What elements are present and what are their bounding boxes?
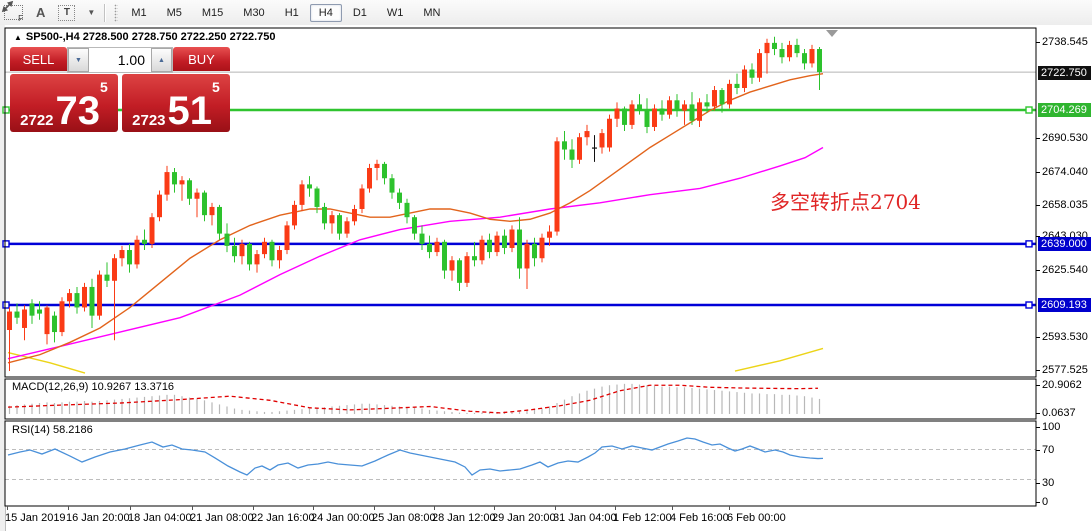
price-axis-label: 20.9062 [1042,379,1082,391]
sell-price-display[interactable]: 2722 73 5 [10,74,118,132]
price-axis-label: 2674.040 [1042,166,1088,178]
macd-label: MACD(12,26,9) 10.9267 13.3716 [12,381,175,393]
volume-increase-button[interactable]: ▲ [151,48,172,72]
time-axis-label: 15 Jan 2019 [5,512,66,524]
volume-field-wrap: ▼ 1.00 ▲ [67,47,173,73]
cursor-arrows-icon[interactable]: ▼ [1,0,96,22]
text-box-icon[interactable]: T [58,3,77,22]
price-axis-label: 2625.540 [1042,264,1088,276]
toolbar-grip[interactable] [114,3,119,22]
time-axis-tick [253,506,254,510]
time-axis-tick [434,506,435,510]
time-axis-tick [555,506,556,510]
axis-tick [1036,42,1040,43]
toolbar: F A T ▼ M1 M5 M15 M30 H1 H4 D1 W1 MN [0,0,1092,26]
axis-tick [1036,337,1040,338]
time-axis-tick [672,506,673,510]
timeframe-button-m30[interactable]: M30 [243,6,265,19]
axis-tick [1036,370,1040,371]
chart-annotation-text: 多空转折点2704 [770,190,921,214]
price-badge: 2704.269 [1038,103,1091,117]
timeframe-button-m5[interactable]: M5 [166,6,182,19]
axis-tick [1036,450,1040,451]
timeframe-button-d1[interactable]: D1 [352,6,367,19]
time-axis-label: 18 Jan 04:00 [128,512,192,524]
time-axis-label: 6 Feb 00:00 [727,512,786,524]
price-badge: 2609.193 [1038,298,1091,312]
buy-price-display[interactable]: 2723 51 5 [122,74,230,132]
timeframe-button-m15[interactable]: M15 [201,6,224,19]
time-axis-tick [7,506,8,510]
axis-tick [1036,172,1040,173]
price-axis-label: 2658.035 [1042,199,1088,211]
time-axis-tick [130,506,131,510]
axis-tick [1036,427,1040,428]
time-axis-label: 16 Jan 20:00 [66,512,130,524]
chart-grid-icon[interactable]: F [4,3,23,23]
axis-tick [1036,385,1040,386]
time-axis-tick [68,506,69,510]
toolbar-separator [104,3,107,22]
one-click-trading-widget: SELL ▼ 1.00 ▲ BUY 2722 73 5 2723 51 5 [10,47,230,135]
price-axis-label: 0 [1042,496,1049,508]
time-axis-tick [729,506,730,510]
text-label-icon[interactable]: A [36,5,46,20]
collapse-triangle-icon[interactable]: ▲ [14,33,22,42]
price-axis-label: 0.0637 [1042,407,1076,419]
axis-tick [1036,270,1040,271]
axis-tick [1036,205,1040,206]
buy-button[interactable]: BUY [173,47,230,71]
timeframe-button-m1[interactable]: M1 [131,6,147,19]
timeframe-button-w1[interactable]: W1 [386,6,404,19]
time-axis-tick [313,506,314,510]
time-axis-label: 31 Jan 04:00 [553,512,617,524]
time-axis-label: 24 Jan 00:00 [311,512,375,524]
volume-input[interactable]: 1.00 [117,52,145,68]
price-badge: 2722.750 [1038,66,1091,80]
axis-tick [1036,413,1040,414]
axis-tick [1036,138,1040,139]
price-axis-label: 2738.545 [1042,36,1088,48]
axis-tick [1036,236,1040,237]
price-badge: 2639.000 [1038,237,1091,251]
time-axis-tick [374,506,375,510]
time-axis-label: 25 Jan 08:00 [372,512,436,524]
price-axis-label: 2593.530 [1042,331,1088,343]
volume-decrease-button[interactable]: ▼ [68,48,89,72]
time-axis-label: 21 Jan 08:00 [190,512,254,524]
rsi-label: RSI(14) 58.2186 [12,424,93,436]
price-axis-label: 30 [1042,477,1055,489]
timeframe-group: M1 M5 M15 M30 H1 H4 D1 W1 MN [121,3,450,22]
chart-shift-marker[interactable] [826,30,838,37]
time-axis-label: 1 Feb 12:00 [613,512,672,524]
time-axis-label: 29 Jan 20:00 [492,512,556,524]
timeframe-button-h4[interactable]: H4 [309,3,342,22]
time-axis-tick [494,506,495,510]
time-axis-label: 4 Feb 16:00 [670,512,729,524]
timeframe-button-mn[interactable]: MN [423,6,441,19]
timeframe-button-h1[interactable]: H1 [284,6,299,19]
chart-title: ▲ SP500-,H4 2728.500 2728.750 2722.250 27… [14,31,276,43]
price-axis-label: 2690.530 [1042,132,1088,144]
axis-tick [1036,502,1040,503]
time-axis-label: 22 Jan 16:00 [251,512,315,524]
axis-tick [1036,483,1040,484]
time-axis-tick [192,506,193,510]
price-axis-label: 70 [1042,444,1055,456]
time-axis-label: 28 Jan 12:00 [432,512,496,524]
time-axis-tick [615,506,616,510]
price-axis-label: 100 [1042,421,1061,433]
price-axis-label: 2577.525 [1042,364,1088,376]
sell-button[interactable]: SELL [10,47,67,71]
chevron-down-icon: ▼ [87,8,96,17]
